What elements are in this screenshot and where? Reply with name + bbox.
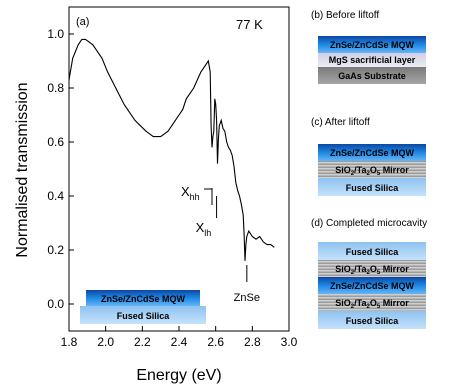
layer-b-mgs — [318, 53, 426, 67]
panel-b-title: (b) Before liftoff — [311, 10, 379, 21]
y-axis: 0.0 0.2 0.4 0.6 0.8 1.0 — [47, 27, 74, 311]
inset-mqw-layer — [86, 290, 200, 306]
x-axis: 1.8 2.0 2.2 2.4 2.6 2.8 3.0 — [61, 326, 298, 349]
panel-c: (c) After liftoff ZnSe/ZnCdSe MQW SiO2/T… — [311, 117, 426, 196]
inset-structure: ZnSe/ZnCdSe MQW Fused Silica — [80, 290, 206, 324]
xlh-label: X — [196, 220, 205, 235]
svg-text:Xhh: Xhh — [181, 184, 200, 202]
x-tick-label: 2.0 — [97, 335, 114, 349]
x-tick-label: 3.0 — [281, 335, 298, 349]
marker-xlh: Xlh — [196, 196, 218, 238]
x-tick-label: 1.8 — [61, 335, 78, 349]
x-tick-label: 2.8 — [244, 335, 261, 349]
panel-label-a: (a) — [76, 16, 89, 28]
transmission-series — [68, 38, 275, 261]
svg-text:Xlh: Xlh — [196, 220, 212, 238]
x-tick-label: 2.4 — [171, 335, 188, 349]
y-tick-label: 0.6 — [47, 135, 64, 149]
layer-d-silica-top-label: Fused Silica — [346, 247, 400, 257]
layer-d-mqw-label: ZnSe/ZnCdSe MQW — [330, 281, 415, 291]
x-axis-label: Energy (eV) — [136, 367, 221, 384]
plot-frame — [68, 6, 290, 332]
layer-c-silica-label: Fused Silica — [346, 183, 400, 193]
layer-c-silica — [318, 178, 426, 196]
inset-silica-label: Fused Silica — [117, 311, 171, 321]
inset-silica-layer — [80, 306, 206, 324]
layer-b-gaas — [318, 67, 426, 84]
temperature-annotation: 77 K — [236, 17, 263, 32]
panel-b: (b) Before liftoff ZnSe/ZnCdSe MQW MgS s… — [311, 10, 426, 84]
x-tick-label: 2.6 — [207, 335, 224, 349]
layer-c-mirror — [318, 161, 426, 178]
layer-d-mqw — [318, 277, 426, 294]
layer-d-silica-bottom — [318, 311, 426, 329]
chart-a: 1.8 2.0 2.2 2.4 2.6 2.8 3.0 0.0 0.2 0.4 0.6 0.8 1.0… — [14, 6, 298, 384]
layer-c-mqw-label: ZnSe/ZnCdSe MQW — [330, 148, 415, 158]
layer-b-mqw — [318, 36, 426, 53]
xlh-sub: lh — [204, 228, 211, 238]
layer-d-mirror-top-label: SiO2/Ta2O5 Mirror — [335, 264, 409, 276]
znse-label: ZnSe — [234, 292, 260, 304]
layer-d-mirror-bottom-label: SiO2/Ta2O5 Mirror — [335, 298, 409, 310]
panel-d-title: (d) Completed microcavity — [311, 218, 427, 229]
layer-d-silica-bottom-label: Fused Silica — [346, 316, 400, 326]
y-tick-label: 0.0 — [47, 297, 64, 311]
layer-b-gaas-label: GaAs Substrate — [338, 71, 406, 81]
y-tick-label: 0.8 — [47, 81, 64, 95]
xhh-label: X — [181, 184, 190, 199]
xhh-sub: hh — [190, 192, 200, 202]
y-axis-label: Normalised transmission — [14, 82, 31, 257]
y-tick-label: 1.0 — [47, 27, 64, 41]
y-tick-label: 0.2 — [47, 243, 64, 257]
y-tick-label: 0.4 — [47, 189, 64, 203]
layer-d-mirror-bottom — [318, 294, 426, 311]
layer-c-mqw — [318, 144, 426, 161]
inset-mqw-label: ZnSe/ZnCdSe MQW — [101, 294, 186, 304]
layer-d-silica-top — [318, 242, 426, 260]
layer-d-mirror-top — [318, 260, 426, 277]
layer-b-mqw-label: ZnSe/ZnCdSe MQW — [330, 40, 415, 50]
panel-d: (d) Completed microcavity Fused Silica S… — [311, 218, 427, 329]
layer-b-mgs-label: MgS sacrificial layer — [329, 55, 416, 65]
panel-c-title: (c) After liftoff — [311, 117, 370, 128]
marker-znse: ZnSe — [234, 265, 260, 304]
x-tick-label: 2.2 — [134, 335, 151, 349]
layer-c-mirror-label: SiO2/Ta2O5 Mirror — [335, 165, 409, 177]
marker-xhh: Xhh — [181, 184, 213, 205]
